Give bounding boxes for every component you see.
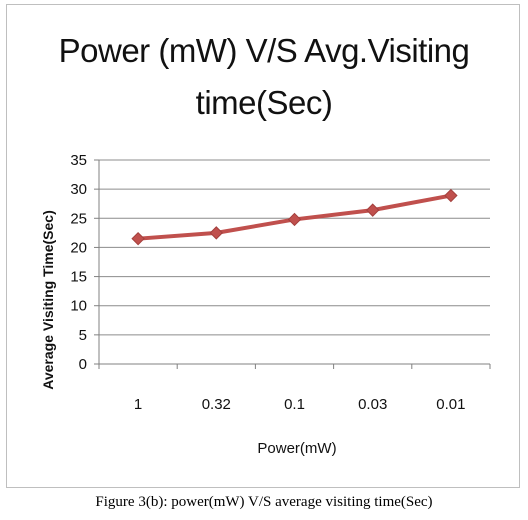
chart-title-line-1: Power (mW) V/S Avg.Visiting: [58, 32, 470, 69]
data-point-1: [131, 231, 145, 246]
chart-frame: [6, 4, 520, 488]
chart-title-line-2: time(Sec): [195, 84, 333, 121]
figure-caption: Figure 3(b): power(mW) V/S average visit…: [95, 494, 433, 510]
y-tick-labels: 0 5 10 15 20 25 30 35: [70, 152, 87, 373]
axes: [94, 159, 491, 369]
y-tick-label-15: 15: [70, 269, 87, 286]
y-tick-label-0: 0: [79, 356, 87, 373]
y-axis-label: Average Visiting Time(Sec): [40, 210, 56, 389]
x-tick-label-0.1: 0.1: [284, 396, 305, 413]
y-tick-label-5: 5: [79, 327, 87, 344]
x-tick-label-0.32: 0.32: [202, 396, 231, 413]
data-point-0.01: [444, 188, 458, 203]
x-tick-label-0.01: 0.01: [436, 396, 465, 413]
data-point-0.03: [365, 203, 380, 217]
x-axis-label: Power(mW): [257, 440, 336, 457]
y-tick-label-25: 25: [70, 210, 87, 227]
y-tick-label-35: 35: [70, 152, 87, 169]
y-tick-label-20: 20: [70, 239, 87, 256]
series: [131, 188, 458, 246]
x-tick-labels: 1 0.32 0.1 0.03 0.01: [134, 396, 466, 413]
data-point-0.32: [209, 226, 224, 240]
y-tick-label-10: 10: [70, 298, 87, 315]
gridlines: [99, 159, 490, 336]
x-tick-label-1: 1: [134, 396, 142, 413]
x-tick-label-0.03: 0.03: [358, 396, 387, 413]
data-point-0.1: [287, 212, 302, 227]
y-tick-label-30: 30: [70, 181, 87, 198]
